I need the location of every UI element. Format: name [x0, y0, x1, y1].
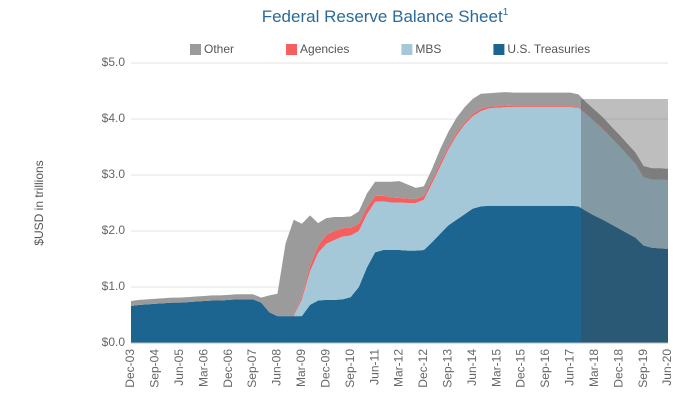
- y-tick-label: $2.0: [102, 223, 126, 237]
- x-tick-label: Dec-03: [123, 349, 137, 388]
- x-tick-label: Dec-18: [611, 349, 625, 388]
- legend-swatch: [190, 44, 201, 55]
- x-tick-label: Jun-14: [465, 349, 479, 386]
- x-tick-label: Jun-08: [270, 349, 284, 386]
- y-tick-label: $3.0: [102, 167, 126, 181]
- legend-swatch: [493, 44, 505, 55]
- x-tick-label: Mar-06: [196, 349, 210, 387]
- x-tick-label: Dec-06: [221, 349, 235, 388]
- x-tick-label: Dec-09: [318, 349, 332, 388]
- legend-label: Agencies: [300, 42, 349, 56]
- chart-title: Federal Reserve Balance Sheet1: [262, 7, 509, 27]
- x-tick-label: Sep-13: [440, 349, 454, 388]
- x-tick-label: Jun-11: [367, 349, 381, 385]
- x-tick-label: Mar-12: [392, 349, 406, 387]
- x-tick-label: Mar-15: [489, 349, 503, 387]
- legend-label: Other: [204, 42, 234, 56]
- x-tick-label: Jun-17: [563, 349, 577, 386]
- x-tick-label: Jun-20: [660, 349, 673, 386]
- legend-swatch: [401, 44, 413, 55]
- x-tick-label: Sep-04: [148, 349, 162, 388]
- x-tick-label: Mar-09: [294, 349, 308, 387]
- title-superscript: 1: [503, 7, 509, 18]
- legend-label: MBS: [415, 42, 441, 56]
- legend-swatch: [286, 44, 298, 55]
- x-tick-label: Sep-10: [343, 349, 357, 388]
- legend-label: U.S. Treasuries: [507, 42, 590, 56]
- area: [131, 107, 668, 317]
- x-tick-label: Dec-15: [514, 349, 528, 388]
- title-text: Federal Reserve Balance Sheet: [262, 7, 503, 26]
- projection-shade: [581, 99, 668, 343]
- y-tick-label: $0.0: [102, 335, 126, 349]
- y-tick-label: $5.0: [102, 55, 126, 69]
- x-tick-label: Sep-07: [245, 349, 259, 388]
- y-axis-label: $USD in trillions: [32, 160, 46, 245]
- x-tick-label: Sep-16: [538, 349, 552, 388]
- y-tick-label: $1.0: [102, 279, 126, 293]
- x-tick-label: Mar-18: [587, 349, 601, 387]
- x-tick-label: Dec-12: [416, 349, 430, 388]
- area: [131, 205, 668, 343]
- y-tick-label: $4.0: [102, 111, 126, 125]
- x-tick-label: Jun-05: [172, 349, 186, 386]
- x-tick-label: Sep-19: [636, 349, 650, 388]
